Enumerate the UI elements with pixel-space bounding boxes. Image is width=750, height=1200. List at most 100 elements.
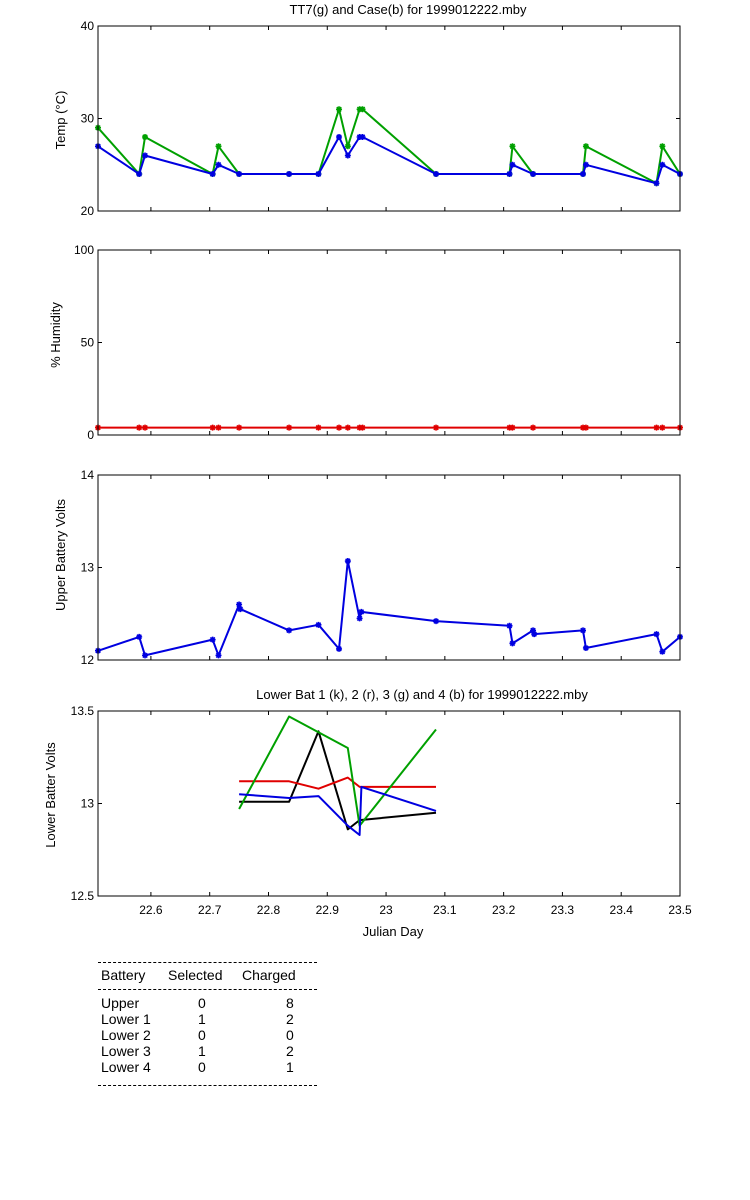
selected-value: 0 [198, 995, 206, 1011]
upper-battery-y-ticks: 12 13 14 [81, 468, 681, 667]
series-line [239, 730, 437, 831]
data-point-marker [659, 424, 666, 431]
series-line [97, 560, 681, 657]
y-tick-label: 13 [81, 561, 95, 575]
data-point-marker [286, 171, 293, 177]
table-bottom-rule [98, 1085, 317, 1086]
y-tick-label: 30 [81, 112, 95, 126]
selected-value: 0 [198, 1027, 206, 1043]
x-tick-label: 22.9 [316, 903, 340, 917]
data-point-marker [336, 106, 343, 113]
data-point-marker [336, 424, 343, 431]
x-axis-label: Julian Day [363, 924, 424, 939]
data-point-marker [506, 171, 513, 177]
data-point-marker [286, 424, 293, 431]
table-row: Lower 1 1 2 [98, 1011, 317, 1027]
charged-value: 0 [286, 1027, 294, 1043]
table-body: Upper 0 8 Lower 1 1 2 Lower 2 0 0 Lower … [98, 995, 317, 1075]
y-tick-label: 40 [81, 19, 95, 33]
data-point-marker [236, 601, 243, 608]
humidity-y-ticks: 0 50 100 [74, 243, 681, 442]
data-point-marker [236, 171, 243, 177]
temperature-chart-title: TT7(g) and Case(b) for 1999012222.mby [289, 2, 527, 17]
data-point-marker [215, 652, 222, 659]
data-point-marker [433, 171, 440, 177]
x-tick-label: 22.8 [257, 903, 281, 917]
data-point-marker [582, 424, 589, 431]
data-point-marker [359, 106, 366, 113]
data-point-marker [136, 633, 143, 640]
data-point-marker [209, 424, 216, 431]
data-point-marker [509, 143, 516, 150]
data-point-marker [530, 627, 537, 634]
data-point-marker [315, 424, 322, 431]
series-line [239, 776, 436, 790]
data-point-marker [659, 143, 666, 150]
y-tick-label: 12.5 [71, 889, 95, 903]
data-point-marker [653, 180, 660, 187]
data-point-marker [209, 171, 216, 177]
x-tick-label: 22.7 [198, 903, 222, 917]
data-point-marker [582, 161, 589, 168]
charged-value: 1 [286, 1059, 294, 1075]
x-tick-label: 23.1 [433, 903, 457, 917]
data-point-marker [209, 636, 216, 643]
data-point-marker [580, 627, 586, 634]
temperature-series [95, 106, 683, 187]
x-tick-label: 23.4 [610, 903, 634, 917]
battery-name: Upper [101, 995, 140, 1011]
data-point-marker [237, 606, 244, 613]
battery-name: Lower 2 [101, 1027, 151, 1043]
y-tick-label: 50 [81, 336, 95, 350]
table-row: Upper 0 8 [98, 995, 317, 1011]
temperature-chart: TT7(g) and Case(b) for 1999012222.mby Te… [53, 2, 683, 218]
lower-battery-y-axis-label: Lower Batter Volts [43, 742, 58, 848]
selected-value: 1 [198, 1011, 206, 1027]
y-tick-label: 100 [74, 243, 94, 257]
data-point-marker [653, 424, 660, 431]
data-point-marker [336, 645, 343, 652]
data-point-marker [315, 171, 322, 177]
charged-value: 2 [286, 1043, 294, 1059]
table-header-rule [98, 989, 317, 990]
data-point-marker [659, 161, 666, 168]
data-point-marker [136, 171, 143, 177]
data-point-marker [142, 134, 149, 140]
lower-battery-series [238, 715, 437, 836]
humidity-y-axis-label: % Humidity [48, 302, 63, 368]
humidity-plot-frame [97, 249, 681, 436]
table-row: Lower 2 0 0 [98, 1027, 317, 1043]
y-tick-label: 0 [87, 428, 94, 442]
data-point-marker [215, 424, 222, 431]
temperature-y-ticks: 20 30 40 [81, 19, 681, 218]
data-point-marker [344, 143, 351, 150]
data-point-marker [236, 424, 243, 431]
battery-name: Lower 3 [101, 1043, 151, 1059]
battery-name: Lower 1 [101, 1011, 151, 1027]
data-point-marker [286, 627, 293, 634]
header-battery: Battery [101, 967, 146, 983]
x-axis-ticks: 22.6 22.7 22.8 22.9 23 23.1 23.2 23.3 23.4 23.5 [139, 903, 692, 917]
data-point-marker [142, 424, 149, 431]
data-point-marker [509, 161, 516, 168]
temperature-plot-frame [97, 25, 681, 212]
battery-name: Lower 4 [101, 1059, 151, 1075]
data-point-marker [336, 134, 343, 140]
table-top-rule [98, 962, 317, 963]
x-tick-label: 23.5 [668, 903, 692, 917]
data-point-marker [215, 161, 222, 168]
y-tick-label: 13 [81, 797, 95, 811]
data-point-marker [142, 152, 149, 159]
charged-value: 2 [286, 1011, 294, 1027]
lower-battery-chart-title: Lower Bat 1 (k), 2 (r), 3 (g) and 4 (b) … [256, 687, 588, 702]
data-point-marker [358, 608, 365, 615]
lower-battery-chart: Lower Bat 1 (k), 2 (r), 3 (g) and 4 (b) … [43, 687, 692, 939]
data-point-marker [509, 424, 516, 431]
x-tick-label: 23 [379, 903, 393, 917]
humidity-chart: % Humidity 0 50 100 [48, 243, 683, 442]
data-point-marker [582, 143, 589, 150]
data-point-marker [359, 424, 366, 431]
data-point-marker [215, 143, 222, 150]
x-tick-label: 23.2 [492, 903, 516, 917]
